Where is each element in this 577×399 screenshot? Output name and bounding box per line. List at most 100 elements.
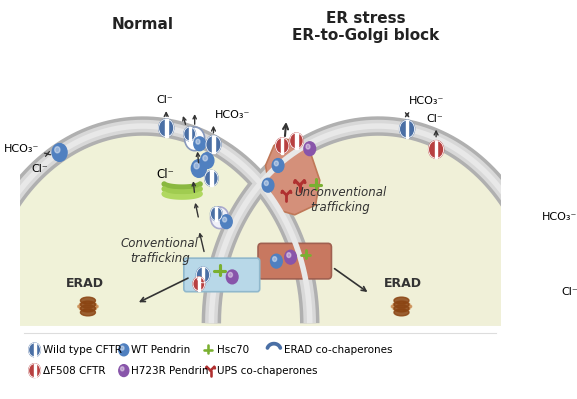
FancyBboxPatch shape (258, 243, 331, 279)
Bar (33, 363, 36, 377)
Text: WT Pendrin: WT Pendrin (132, 345, 190, 355)
Circle shape (96, 305, 98, 308)
Ellipse shape (394, 301, 409, 308)
Text: HCO₃⁻: HCO₃⁻ (4, 144, 40, 154)
Circle shape (84, 302, 86, 304)
Circle shape (80, 303, 81, 306)
Circle shape (206, 136, 221, 153)
Text: ΔF508 CFTR: ΔF508 CFTR (43, 365, 106, 375)
Ellipse shape (80, 305, 95, 312)
Text: Cl⁻: Cl⁻ (156, 95, 173, 105)
Circle shape (264, 181, 268, 186)
Circle shape (518, 219, 523, 225)
Circle shape (287, 253, 291, 257)
Circle shape (535, 280, 550, 298)
Circle shape (391, 305, 394, 308)
Circle shape (262, 178, 274, 192)
Circle shape (226, 270, 238, 284)
Ellipse shape (80, 297, 95, 304)
Circle shape (403, 308, 405, 311)
Circle shape (80, 307, 81, 310)
Circle shape (538, 283, 543, 289)
Circle shape (119, 344, 129, 356)
Circle shape (211, 207, 222, 221)
Text: Normal: Normal (112, 17, 174, 32)
Circle shape (121, 367, 124, 371)
Circle shape (274, 161, 278, 166)
Ellipse shape (394, 309, 409, 316)
Bar (281, 138, 283, 154)
Bar (189, 127, 191, 141)
Text: HCO₃⁻: HCO₃⁻ (409, 96, 444, 107)
Bar (406, 120, 409, 138)
Text: Hsc70: Hsc70 (217, 345, 249, 355)
Bar (202, 267, 204, 283)
Bar (215, 207, 218, 221)
Bar (212, 136, 215, 153)
Circle shape (272, 158, 284, 172)
Circle shape (403, 302, 405, 304)
Circle shape (393, 303, 395, 306)
Circle shape (271, 254, 282, 268)
Circle shape (272, 257, 277, 261)
Circle shape (29, 363, 40, 377)
Circle shape (393, 307, 395, 310)
Circle shape (121, 346, 124, 350)
Ellipse shape (80, 309, 95, 316)
Circle shape (84, 308, 86, 311)
Bar (295, 133, 298, 149)
Text: Conventional
trafficking: Conventional trafficking (121, 237, 198, 265)
Text: HCO₃⁻: HCO₃⁻ (542, 212, 577, 222)
Circle shape (196, 139, 200, 144)
Text: Cl⁻: Cl⁻ (426, 114, 443, 124)
Circle shape (185, 127, 205, 151)
Circle shape (90, 308, 92, 311)
Circle shape (408, 303, 410, 306)
Circle shape (205, 170, 218, 186)
Circle shape (228, 273, 233, 277)
Circle shape (429, 140, 444, 158)
Circle shape (119, 365, 129, 377)
Ellipse shape (80, 301, 95, 308)
Bar (198, 277, 200, 291)
Polygon shape (211, 126, 545, 325)
Ellipse shape (394, 305, 409, 312)
Text: Cl⁻: Cl⁻ (156, 168, 174, 181)
Circle shape (276, 138, 289, 154)
Text: Wild type CFTR: Wild type CFTR (43, 345, 122, 355)
Text: HCO₃⁻: HCO₃⁻ (215, 110, 250, 120)
Ellipse shape (394, 297, 409, 304)
Circle shape (223, 217, 227, 222)
Circle shape (194, 163, 199, 169)
Bar (210, 170, 212, 186)
Circle shape (95, 307, 96, 310)
Circle shape (306, 144, 310, 149)
Bar (434, 140, 437, 158)
Bar (33, 343, 36, 357)
Polygon shape (265, 139, 320, 215)
Circle shape (201, 153, 214, 168)
Circle shape (159, 119, 174, 137)
Circle shape (192, 160, 207, 177)
Text: ERAD co-chaperones: ERAD co-chaperones (284, 345, 392, 355)
Circle shape (95, 303, 96, 306)
Text: H723R Pendrin: H723R Pendrin (132, 365, 209, 375)
Circle shape (304, 142, 316, 156)
Circle shape (78, 305, 80, 308)
Text: Unconventional
trafficking: Unconventional trafficking (294, 186, 387, 214)
Text: UPS co-chaperones: UPS co-chaperones (217, 365, 318, 375)
Circle shape (410, 305, 411, 308)
Circle shape (408, 307, 410, 310)
Text: Cl⁻: Cl⁻ (561, 287, 577, 297)
Circle shape (52, 144, 67, 161)
Circle shape (184, 127, 196, 141)
Circle shape (398, 308, 400, 311)
FancyBboxPatch shape (184, 258, 260, 292)
Circle shape (193, 277, 205, 291)
Circle shape (196, 267, 209, 283)
Circle shape (400, 120, 415, 138)
Circle shape (515, 216, 530, 233)
Circle shape (29, 343, 40, 357)
Text: ER stress
ER-to-Golgi block: ER stress ER-to-Golgi block (292, 11, 439, 43)
Text: Cl⁻: Cl⁻ (31, 164, 48, 174)
